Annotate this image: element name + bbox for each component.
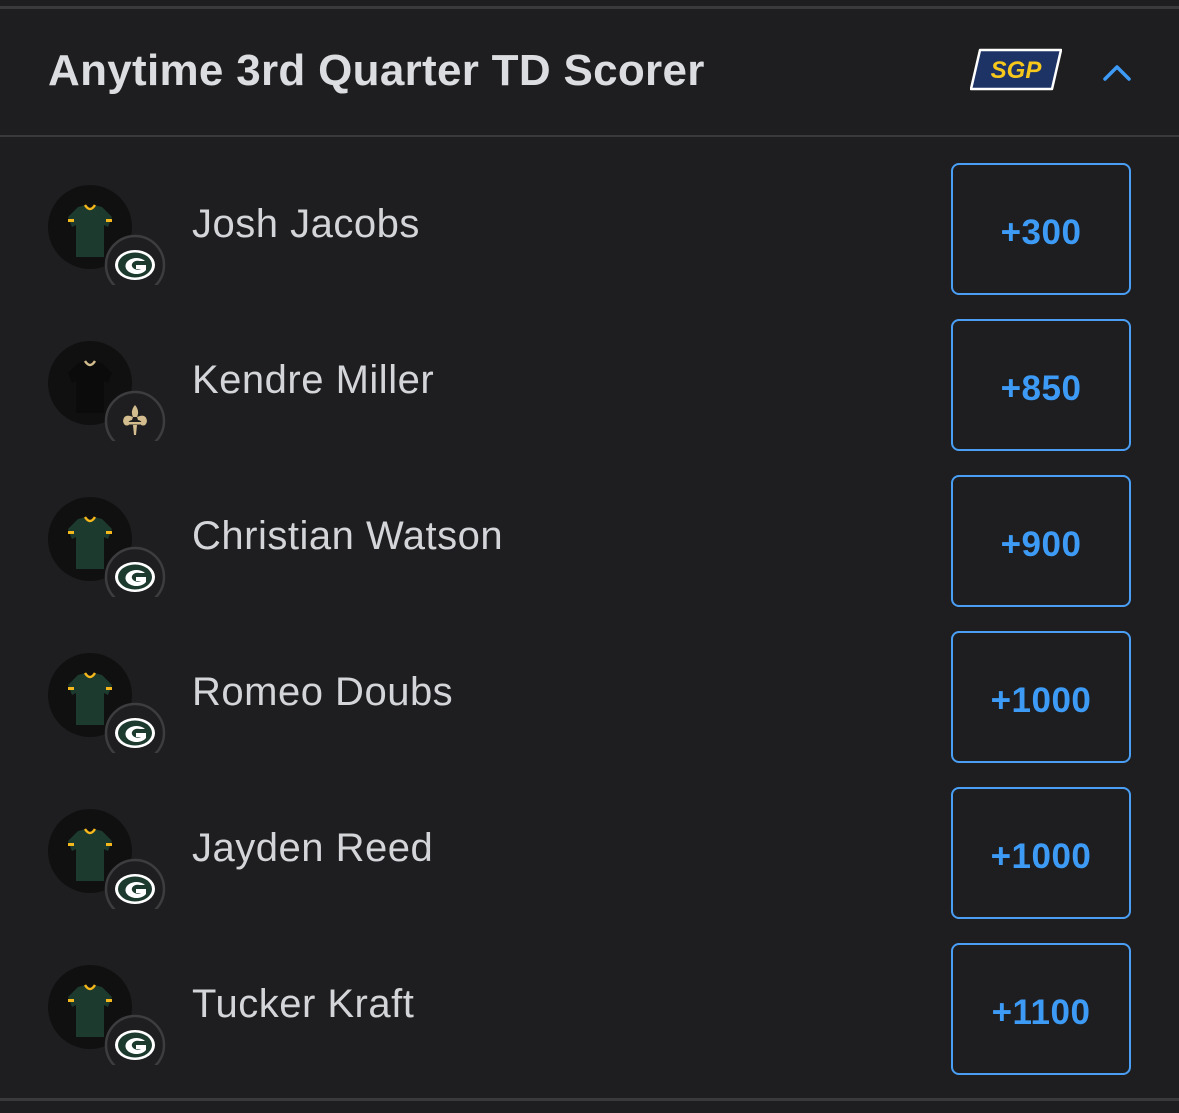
player-name: Josh Jacobs [192, 202, 420, 246]
odds-value: +300 [1000, 213, 1082, 252]
player-avatar [48, 185, 168, 296]
player-avatar [48, 341, 168, 452]
player-name: Tucker Kraft [192, 982, 415, 1026]
list-item: Kendre Miller +850 [0, 319, 1179, 475]
odds-value: +900 [1000, 525, 1082, 564]
bottom-divider [0, 1098, 1179, 1101]
odds-value: +1000 [990, 681, 1092, 720]
player-avatar [48, 497, 168, 608]
jersey-icon [68, 517, 112, 569]
player-avatar [48, 809, 168, 920]
top-divider [0, 6, 1179, 9]
player-name: Christian Watson [192, 514, 504, 558]
sgp-badge-label: SGP [991, 57, 1043, 84]
odds-button[interactable]: +1000 [951, 787, 1131, 919]
jersey-icon [68, 673, 112, 725]
list-item: Josh Jacobs +300 [0, 163, 1179, 319]
odds-value: +1000 [990, 837, 1092, 876]
player-name: Kendre Miller [192, 358, 435, 402]
odds-button[interactable]: +300 [951, 163, 1131, 295]
list-item: Romeo Doubs +1000 [0, 631, 1179, 787]
jersey-icon [68, 829, 112, 881]
list-item: Jayden Reed +1000 [0, 787, 1179, 943]
market-title: Anytime 3rd Quarter TD Scorer [48, 46, 705, 95]
odds-button[interactable]: +1000 [951, 631, 1131, 763]
odds-value: +850 [1000, 369, 1082, 408]
jersey-icon [68, 985, 112, 1037]
market-header[interactable]: Anytime 3rd Quarter TD Scorer SGP [0, 9, 1179, 137]
jersey-icon [68, 205, 112, 257]
list-item: Tucker Kraft +1100 [0, 943, 1179, 1099]
odds-value: +1100 [991, 993, 1091, 1032]
player-name: Jayden Reed [192, 826, 434, 870]
player-avatar [48, 965, 168, 1076]
chevron-up-icon[interactable] [1097, 53, 1137, 93]
odds-button[interactable]: +850 [951, 319, 1131, 451]
sgp-badge: SGP [970, 47, 1062, 91]
list-item: Christian Watson +900 [0, 475, 1179, 631]
odds-button[interactable]: +1100 [951, 943, 1131, 1075]
jersey-icon [68, 361, 112, 413]
player-avatar [48, 653, 168, 764]
odds-button[interactable]: +900 [951, 475, 1131, 607]
player-name: Romeo Doubs [192, 670, 454, 714]
